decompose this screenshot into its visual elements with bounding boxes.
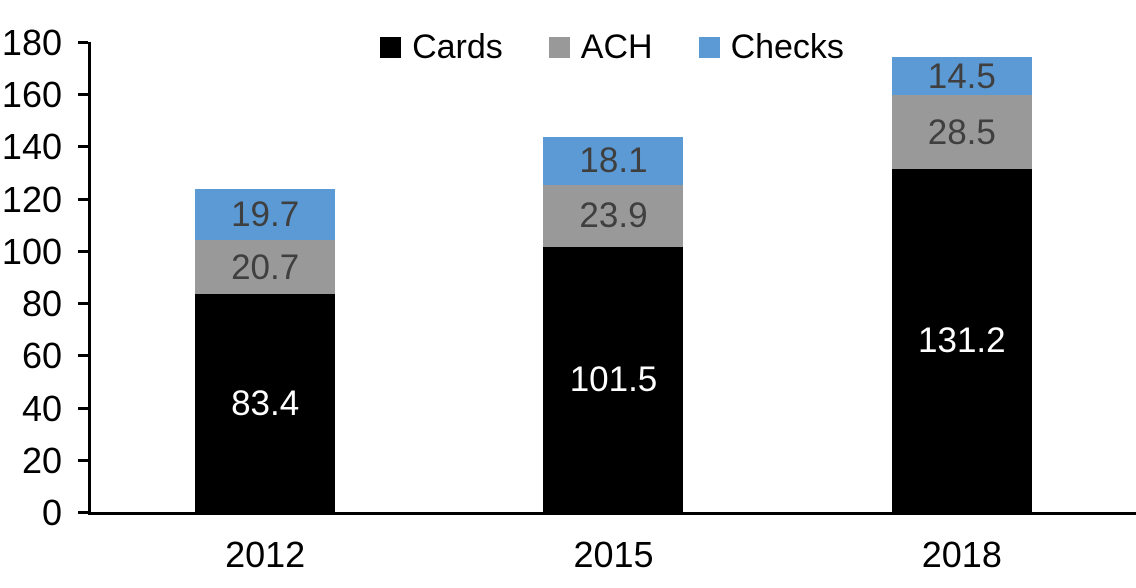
y-tick-mark: [78, 145, 88, 149]
plot-area: 19.7 20.7 83.4 18.1 23.9 101.5 14.5 28.5 131.2: [91, 42, 1136, 512]
y-tick-mark: [78, 41, 88, 44]
data-label: 131.2: [918, 321, 1006, 361]
data-label: 83.4: [231, 383, 300, 423]
bar-segment-2012-ach: 20.7: [195, 240, 336, 295]
y-tick-label: 40: [21, 387, 62, 429]
y-tick-mark: [78, 406, 88, 410]
bar-segment-2018-ach: 28.5: [891, 95, 1032, 170]
legend-item-cards: Cards: [380, 30, 503, 64]
legend-item-checks: Checks: [698, 28, 844, 66]
bar-segment-2018-checks: 14.5: [891, 56, 1032, 96]
y-tick-mark: [78, 354, 88, 358]
y-tick-label: 60: [21, 335, 62, 377]
y-tick-label: 140: [1, 126, 62, 168]
y-axis-line: [88, 42, 91, 515]
y-tick-label: 0: [41, 492, 62, 533]
data-label: 18.1: [579, 141, 648, 181]
legend-item-ach: ACH: [548, 28, 653, 66]
bar-2015: 18.1 23.9 101.5: [543, 137, 684, 512]
x-tick-label-2018: 2018: [921, 534, 1002, 575]
legend-swatch-checks: [698, 36, 720, 58]
chart-legend: Cards ACH Checks: [88, 30, 1136, 64]
legend-label: ACH: [580, 28, 653, 66]
y-tick-mark: [78, 197, 88, 201]
data-label: 28.5: [927, 112, 996, 152]
legend-swatch-cards: [380, 36, 402, 58]
y-tick-label: 80: [21, 283, 62, 325]
bar-segment-2015-cards: 101.5: [543, 246, 684, 512]
y-tick-mark: [78, 302, 88, 306]
bar-segment-2018-cards: 131.2: [891, 169, 1032, 512]
data-label: 101.5: [569, 359, 658, 399]
bar-segment-2012-cards: 83.4: [195, 294, 336, 512]
y-tick-label: 120: [1, 178, 62, 220]
bar-segment-2015-ach: 23.9: [543, 184, 684, 247]
y-tick-label: 180: [1, 22, 62, 63]
legend-label: Cards: [412, 28, 503, 66]
y-tick-mark: [78, 93, 88, 97]
data-label: 14.5: [927, 56, 996, 96]
bar-2018: 14.5 28.5 131.2: [891, 56, 1032, 512]
y-tick-label: 160: [1, 74, 62, 116]
x-axis-labels: 2012 2015 2018: [91, 537, 1136, 573]
data-label: 19.7: [231, 194, 300, 234]
y-tick-mark: [78, 249, 88, 253]
bar-segment-2012-checks: 19.7: [195, 188, 336, 241]
x-axis-line: [88, 512, 1136, 515]
x-tick-label-2012: 2012: [225, 534, 306, 575]
data-label: 20.7: [231, 247, 300, 287]
legend-label: Checks: [730, 28, 844, 66]
legend-swatch-ach: [548, 36, 570, 58]
y-tick-label: 20: [21, 439, 62, 481]
bar-segment-2015-checks: 18.1: [543, 137, 684, 185]
y-tick-mark: [78, 458, 88, 462]
y-tick-label: 100: [1, 230, 62, 272]
data-label: 23.9: [579, 196, 648, 236]
y-tick-mark: [78, 511, 88, 514]
bar-2012: 19.7 20.7 83.4: [195, 188, 336, 512]
x-tick-label-2015: 2015: [573, 534, 654, 575]
